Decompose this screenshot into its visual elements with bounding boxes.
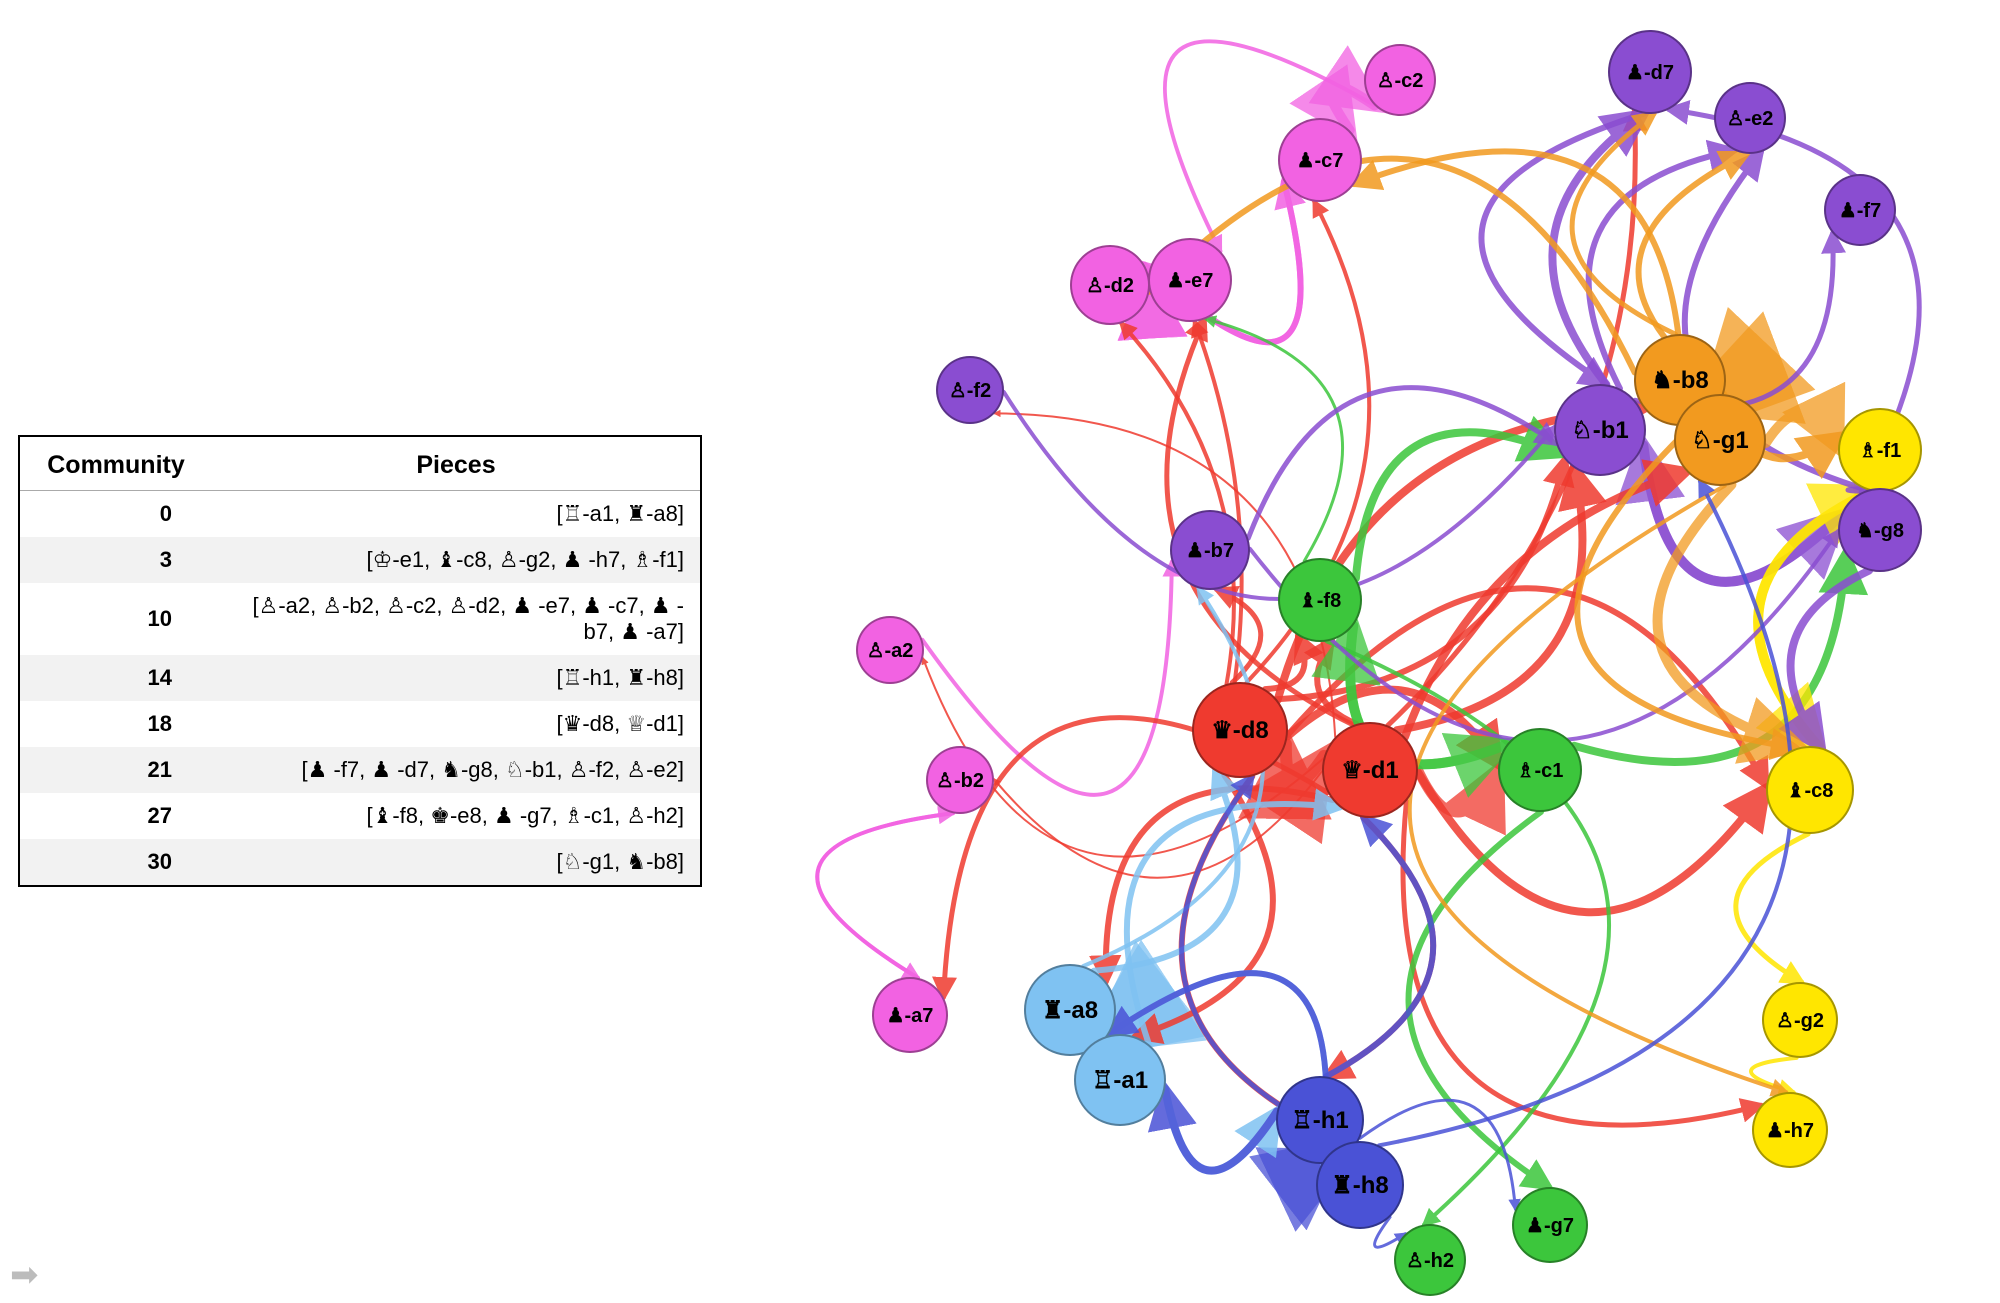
cell-community: 0 [20,491,212,538]
edge [1409,812,1550,1187]
cell-pieces: [♔-e1, ♝-c8, ♙-g2, ♟ -h7, ♗-f1] [212,537,700,583]
cell-pieces: [♟ -f7, ♟ -d7, ♞-g8, ♘-b1, ♙-f2, ♙-e2] [212,747,700,793]
cell-community: 18 [20,701,212,747]
graph-node: ♟-b7 [1170,510,1250,590]
graph-node: ♙-f2 [936,356,1004,424]
cell-pieces: [♙-a2, ♙-b2, ♙-c2, ♙-d2, ♟ -e7, ♟ -c7, ♟… [212,583,700,655]
graph-node: ♘-b1 [1554,384,1646,476]
graph-node: ♝-c8 [1766,746,1854,834]
graph-node: ♜-h8 [1316,1141,1404,1229]
graph-node: ♙-g2 [1762,982,1838,1058]
table-row: 21[♟ -f7, ♟ -d7, ♞-g8, ♘-b1, ♙-f2, ♙-e2] [20,747,700,793]
graph-node: ♕-d1 [1322,722,1418,818]
graph-node: ♘-g1 [1674,394,1766,486]
graph-node: ♙-d2 [1070,245,1150,325]
graph-node: ♙-a2 [856,616,924,684]
cell-community: 27 [20,793,212,839]
graph-node: ♙-h2 [1394,1224,1466,1296]
cell-pieces: [♖-a1, ♜-a8] [212,491,700,538]
graph-node: ♗-c1 [1498,728,1582,812]
cell-community: 14 [20,655,212,701]
share-arrow-icon: ➡ [10,1255,39,1295]
graph-node: ♝-f8 [1278,558,1362,642]
edge [1403,801,1761,1125]
table-row: 27[♝-f8, ♚-e8, ♟ -g7, ♗-c1, ♙-h2] [20,793,700,839]
table-row: 14[♖-h1, ♜-h8] [20,655,700,701]
edge [1736,834,1808,982]
graph-node: ♖-a1 [1074,1034,1166,1126]
cell-pieces: [♝-f8, ♚-e8, ♟ -g7, ♗-c1, ♙-h2] [212,793,700,839]
edge [1410,486,1786,1092]
graph-node: ♟-h7 [1752,1092,1828,1168]
edge [1121,323,1234,684]
col-header-community: Community [20,437,212,491]
edge [1418,772,1766,912]
edge [1658,485,1800,748]
graph-node: ♟-c7 [1278,118,1362,202]
col-header-pieces: Pieces [212,437,700,491]
edge [817,813,953,978]
community-table: Community Pieces 0[♖-a1, ♜-a8]3[♔-e1, ♝-… [18,435,702,887]
cell-pieces: [♘-g1, ♞-b8] [212,839,700,885]
table-row: 10[♙-a2, ♙-b2, ♙-c2, ♙-d2, ♟ -e7, ♟ -c7,… [20,583,700,655]
graph-node: ♟-d7 [1608,30,1692,114]
graph-node: ♙-e2 [1714,82,1786,154]
table-row: 18[♛-d8, ♕-d1] [20,701,700,747]
graph-node: ♛-d8 [1192,682,1288,778]
graph-node: ♙-b2 [926,746,994,814]
graph-node: ♟-e7 [1148,238,1232,322]
edge [1248,388,1556,539]
cell-community: 30 [20,839,212,885]
cell-community: 10 [20,583,212,655]
edge [817,813,953,978]
edge [1165,1089,1277,1171]
graph-node: ♙-c2 [1364,44,1436,116]
cell-pieces: [♛-d8, ♕-d1] [212,701,700,747]
table-row: 0[♖-a1, ♜-a8] [20,491,700,538]
table-header-row: Community Pieces [20,437,700,491]
graph-node: ♞-g8 [1838,488,1922,572]
community-table-element: Community Pieces 0[♖-a1, ♜-a8]3[♔-e1, ♝-… [20,437,700,885]
edge [1004,392,1554,599]
table-row: 3[♔-e1, ♝-c8, ♙-g2, ♟ -h7, ♗-f1] [20,537,700,583]
cell-pieces: [♖-h1, ♜-h8] [212,655,700,701]
network-graph: ♙-c2♟-c7♟-d7♙-e2♟-f7♙-d2♟-e7♙-f2♞-b8♘-b1… [760,10,1980,1290]
cell-community: 21 [20,747,212,793]
graph-node: ♟-a7 [872,977,948,1053]
graph-node: ♗-f1 [1838,408,1922,492]
graph-node: ♟-f7 [1824,174,1896,246]
graph-node: ♟-g7 [1512,1187,1588,1263]
table-row: 30[♘-g1, ♞-b8] [20,839,700,885]
cell-community: 3 [20,537,212,583]
edge [1106,788,1333,981]
